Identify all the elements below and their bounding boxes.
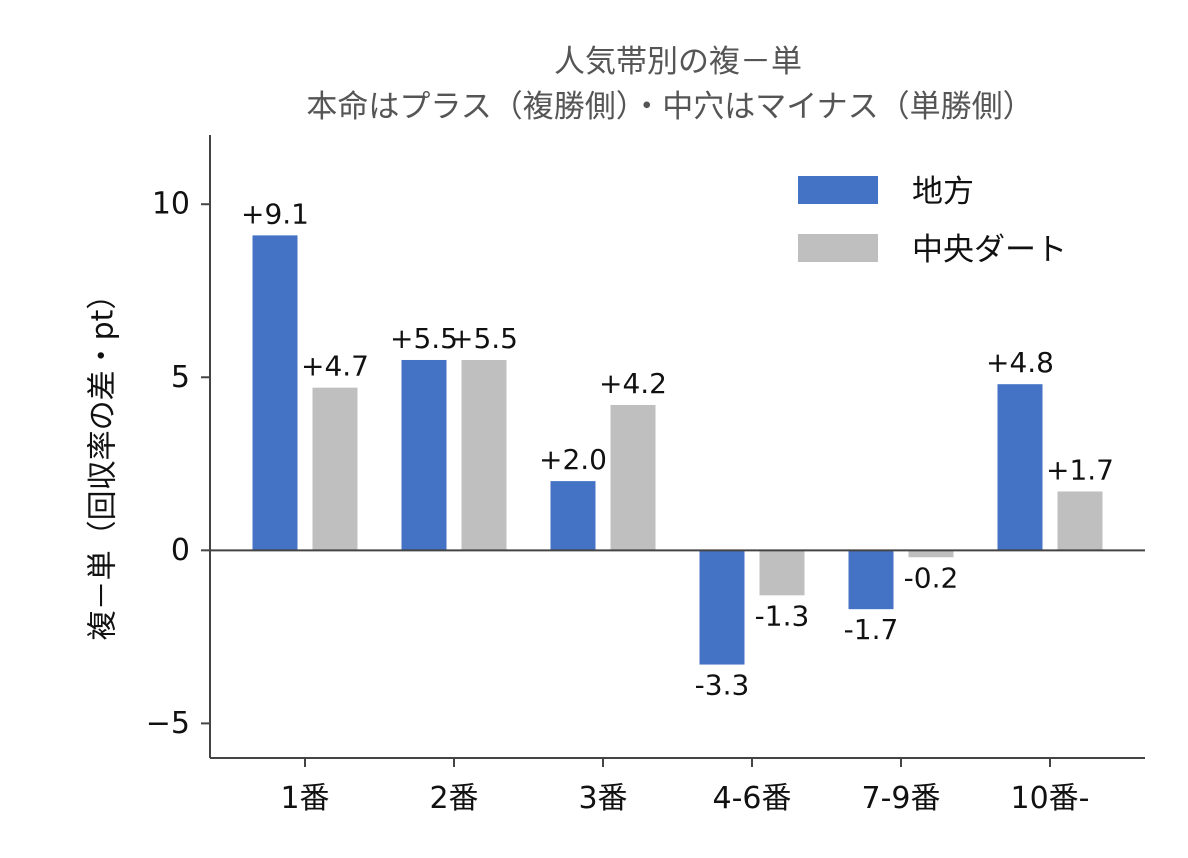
y-tick-label: 5: [171, 360, 190, 395]
data-label: +5.5: [450, 322, 518, 355]
y-tick-label: 10: [152, 187, 190, 222]
data-label: +4.7: [301, 350, 369, 383]
bar-chuo-dirt: [461, 359, 507, 551]
legend-label-chuo-dirt: 中央ダート: [912, 232, 1067, 268]
legend: 地方 中央ダート: [798, 174, 1067, 268]
legend-swatch-chuo-dirt: [798, 234, 878, 262]
data-label: -1.7: [844, 613, 899, 646]
bar-chiho: [848, 550, 894, 610]
data-label: -3.3: [695, 669, 750, 702]
data-label: +9.1: [241, 197, 309, 230]
legend-swatch-chiho: [798, 176, 878, 204]
x-tick-label: 4-6番: [713, 781, 792, 816]
x-tick-label: 10番-: [1011, 781, 1090, 816]
y-tick-label: −5: [146, 706, 190, 741]
bar-chuo-dirt: [312, 387, 358, 551]
y-axis-label: 複－単（回収率の差・pt）: [86, 280, 121, 641]
y-tick-label: 0: [171, 533, 190, 568]
bar-chiho: [252, 235, 298, 551]
data-label: +4.2: [599, 367, 667, 400]
x-tick-label: 7-9番: [862, 781, 941, 816]
data-label: -1.3: [755, 599, 810, 632]
bar-chuo-dirt: [1057, 491, 1103, 551]
bar-chiho: [699, 550, 745, 665]
chart-title: 人気帯別の複－単: [554, 44, 802, 80]
bar-chiho: [550, 481, 596, 551]
data-label: +2.0: [539, 443, 607, 476]
legend-label-chiho: 地方: [912, 174, 974, 210]
x-tick-label: 2番: [429, 781, 478, 816]
bar-chiho: [401, 359, 447, 551]
x-tick-label: 1番: [280, 781, 329, 816]
x-tick-label: 3番: [578, 781, 627, 816]
bar-chuo-dirt: [908, 550, 954, 558]
bar-chuo-dirt: [759, 550, 805, 596]
data-label: +4.8: [986, 346, 1054, 379]
data-label: -0.2: [904, 561, 959, 594]
data-label: +5.5: [390, 322, 458, 355]
bar-chuo-dirt: [610, 404, 656, 551]
plot-area: −5 0 5 10 +9.1 +5.5 +2.0 -3.3 -1.7 +4.8 +4.7 +5.5 +4…: [146, 187, 1145, 816]
bar-chiho: [997, 384, 1043, 551]
data-label: +1.7: [1046, 453, 1114, 486]
chart-subtitle: 本命はプラス（複勝側）・中穴はマイナス（単勝側）: [306, 89, 1033, 125]
